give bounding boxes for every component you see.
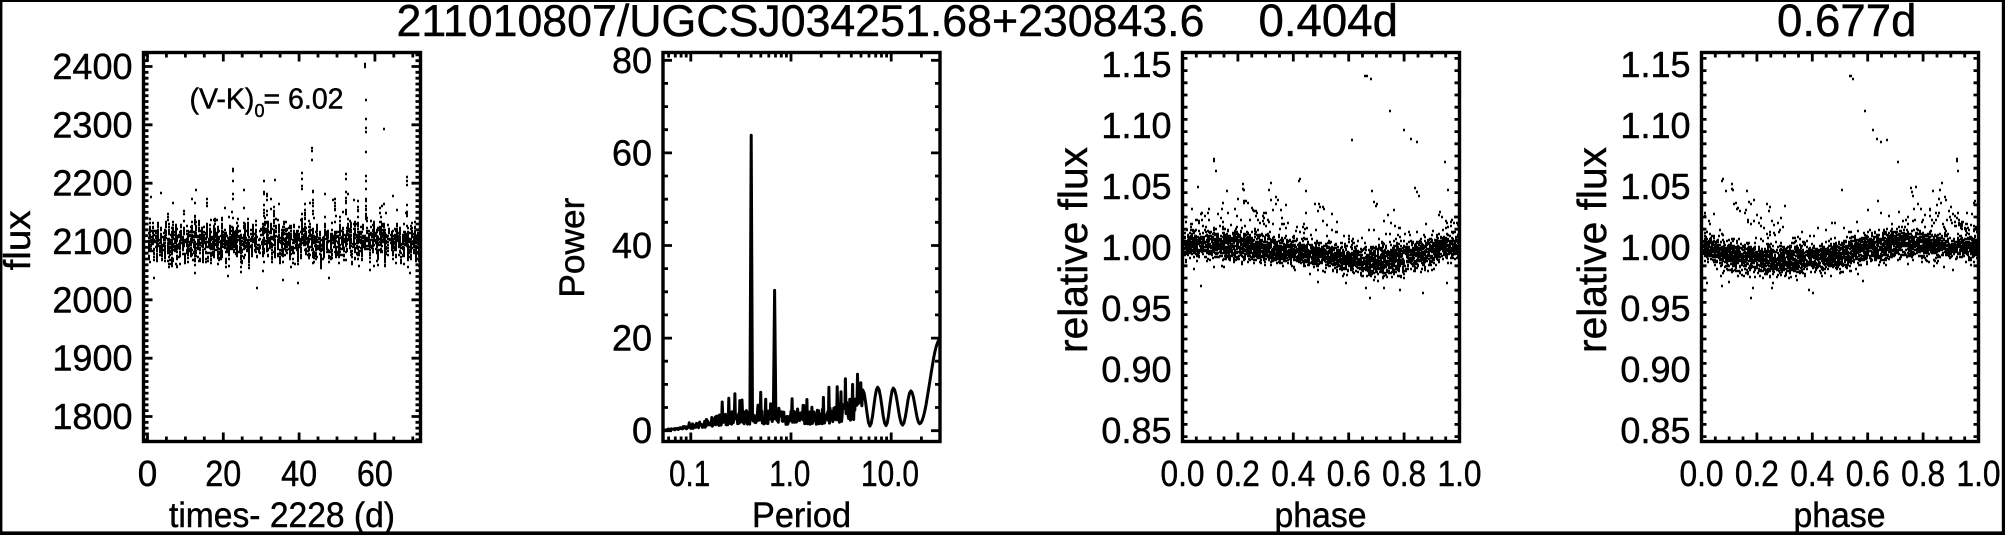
svg-text:0.95: 0.95	[1101, 288, 1171, 329]
svg-text:2300: 2300	[52, 104, 132, 145]
svg-text:0.8: 0.8	[1901, 453, 1945, 494]
svg-text:0.6: 0.6	[1846, 453, 1890, 494]
svg-text:2100: 2100	[52, 221, 132, 262]
svg-text:20: 20	[612, 318, 652, 359]
svg-text:1.0: 1.0	[769, 453, 810, 494]
svg-text:211010807/UGCSJ034251.68+23084: 211010807/UGCSJ034251.68+230843.6	[397, 0, 1205, 46]
svg-text:0.95: 0.95	[1620, 288, 1690, 329]
svg-text:0.404d: 0.404d	[1259, 0, 1398, 46]
svg-text:1.0: 1.0	[1438, 453, 1482, 494]
svg-text:0.90: 0.90	[1620, 349, 1690, 390]
svg-text:0.85: 0.85	[1101, 410, 1171, 451]
svg-text:1900: 1900	[52, 338, 132, 379]
svg-text:0.6: 0.6	[1327, 453, 1371, 494]
svg-text:1.10: 1.10	[1101, 105, 1171, 146]
svg-text:1800: 1800	[52, 396, 132, 437]
svg-text:1.0: 1.0	[1957, 453, 2001, 494]
svg-text:1.05: 1.05	[1101, 166, 1171, 207]
svg-text:0: 0	[632, 410, 652, 451]
svg-text:0.2: 0.2	[1216, 453, 1260, 494]
svg-text:0: 0	[138, 453, 158, 494]
svg-text:1.00: 1.00	[1101, 227, 1171, 268]
svg-text:40: 40	[281, 453, 317, 494]
svg-text:1.05: 1.05	[1620, 166, 1690, 207]
svg-text:0.1: 0.1	[669, 453, 710, 494]
svg-text:relative flux: relative flux	[1050, 147, 1096, 353]
svg-text:0.2: 0.2	[1735, 453, 1779, 494]
svg-text:80: 80	[612, 40, 652, 81]
svg-text:0.0: 0.0	[1680, 453, 1724, 494]
svg-text:1.00: 1.00	[1620, 227, 1690, 268]
svg-text:0.90: 0.90	[1101, 349, 1171, 390]
svg-text:relative flux: relative flux	[1569, 147, 1615, 353]
svg-text:40: 40	[612, 225, 652, 266]
svg-text:60: 60	[357, 453, 393, 494]
svg-text:0.0: 0.0	[1161, 453, 1205, 494]
svg-text:phase: phase	[1794, 496, 1886, 535]
svg-text:Power: Power	[553, 197, 592, 297]
svg-text:0.4: 0.4	[1790, 453, 1834, 494]
svg-text:1.15: 1.15	[1620, 44, 1690, 85]
svg-text:= 6.02: = 6.02	[264, 84, 344, 116]
svg-text:2200: 2200	[52, 163, 132, 204]
svg-text:flux: flux	[0, 210, 38, 270]
svg-text:0.85: 0.85	[1620, 410, 1690, 451]
svg-text:60: 60	[612, 132, 652, 173]
svg-text:phase: phase	[1275, 496, 1367, 535]
svg-text:0.4: 0.4	[1271, 453, 1315, 494]
svg-text:Period: Period	[752, 496, 851, 535]
svg-text:0: 0	[255, 101, 265, 121]
svg-text:2400: 2400	[52, 46, 132, 87]
svg-text:2000: 2000	[52, 279, 132, 320]
svg-text:1.10: 1.10	[1620, 105, 1690, 146]
svg-text:1.15: 1.15	[1101, 44, 1171, 85]
svg-text:(V-K): (V-K)	[190, 84, 255, 116]
svg-text:times- 2228 (d): times- 2228 (d)	[169, 496, 395, 535]
svg-text:0.677d: 0.677d	[1777, 0, 1916, 46]
svg-text:10.0: 10.0	[861, 453, 919, 494]
svg-text:0.8: 0.8	[1382, 453, 1426, 494]
svg-text:20: 20	[205, 453, 241, 494]
